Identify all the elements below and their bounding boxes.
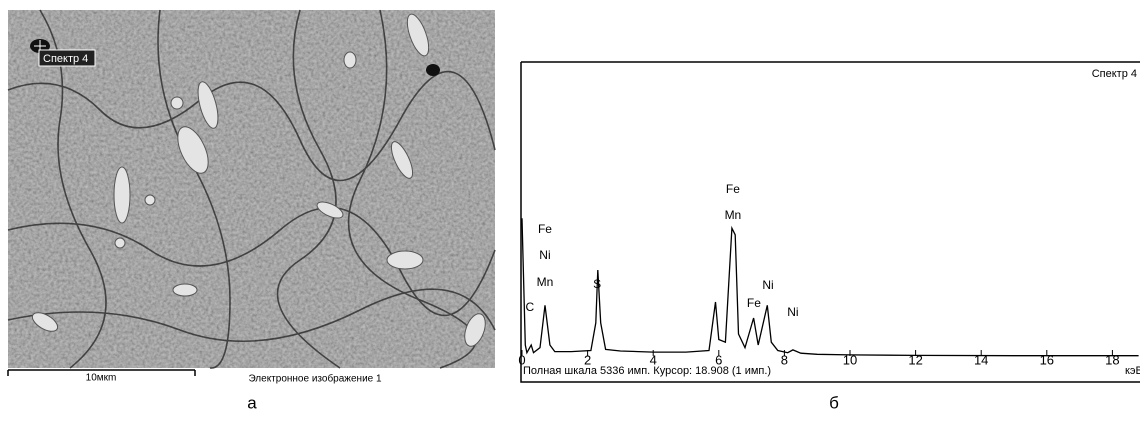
peak-label: Mn — [725, 208, 742, 222]
panel-caption: а — [247, 393, 257, 412]
sem-image: Спектр 4 — [7, 9, 496, 369]
spectrum-line — [521, 218, 1139, 357]
peak-label: S — [593, 277, 601, 291]
x-tick-label: 18 — [1105, 352, 1119, 367]
x-tick-label: 6 — [715, 352, 722, 367]
x-tick-label: 14 — [974, 352, 988, 367]
x-tick-label: 10 — [843, 352, 857, 367]
x-tick-label: 12 — [908, 352, 922, 367]
scale-bar — [7, 369, 196, 376]
peak-label: C — [526, 300, 535, 314]
peak-label: Ni — [762, 278, 773, 292]
peak-label: Fe — [747, 296, 761, 310]
panel-caption: б — [829, 393, 839, 412]
peak-label: Mn — [537, 275, 554, 289]
plot-frame — [520, 61, 1140, 383]
x-tick-label: 2 — [584, 352, 591, 367]
x-axis-label: кэВ — [1125, 365, 1140, 377]
x-tick-label: 8 — [781, 352, 788, 367]
image-caption: Электронное изображение 1 — [248, 373, 382, 385]
x-tick-label: 16 — [1040, 352, 1054, 367]
chart-title: Спектр 4 — [1092, 68, 1137, 80]
x-tick-label: 4 — [650, 352, 657, 367]
x-tick-label: 0 — [518, 352, 525, 367]
chart-footer: Полная шкала 5336 имп. Курсор: 18.908 (1… — [523, 365, 771, 377]
spectrum-chart: Спектр 4 Полная шкала 5336 имп. Курсор: … — [520, 61, 1140, 412]
peak-label: Ni — [787, 305, 798, 319]
peak-label: Ni — [539, 248, 550, 262]
peak-label: Fe — [538, 222, 552, 236]
scale-bar-label: 10мкm — [86, 373, 117, 384]
peak-label: Fe — [726, 182, 740, 196]
spot-label: Спектр 4 — [43, 53, 88, 65]
